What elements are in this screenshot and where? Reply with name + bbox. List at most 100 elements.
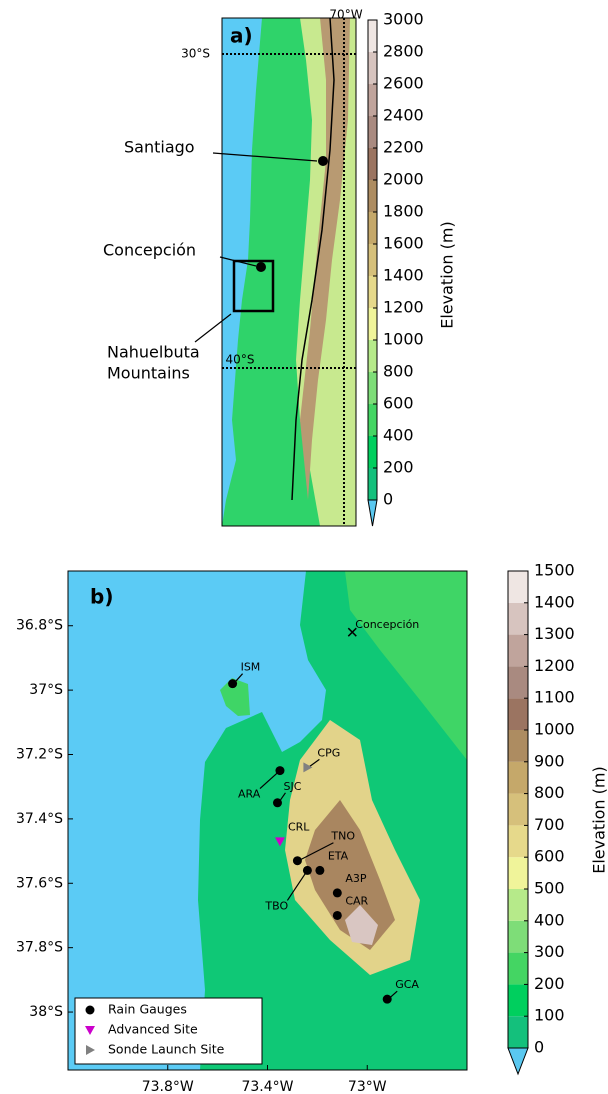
colorbar-band [368, 372, 377, 404]
station-label: ARA [238, 788, 261, 801]
y-tick-label: 37.2°S [16, 747, 63, 763]
panel-label: a) [230, 24, 253, 48]
colorbar-tick-label: 100 [534, 1006, 565, 1025]
city-dot [256, 262, 266, 272]
station-label: ISM [241, 661, 261, 674]
colorbar-tick-label: 1300 [534, 624, 575, 643]
colorbar-tick-label: 200 [383, 458, 414, 477]
colorbar-tick-label: 400 [383, 426, 414, 445]
legend-symbol [86, 1045, 95, 1055]
ridge [305, 800, 395, 950]
station-marker [274, 837, 285, 847]
station-marker [303, 762, 313, 773]
colorbar-tick-label: 400 [534, 910, 565, 929]
arrow [194, 313, 232, 343]
colorbar-band [368, 20, 377, 52]
station-marker [382, 994, 392, 1004]
colorbar-tick-label: 1200 [383, 298, 424, 317]
colorbar-tick-label: 0 [534, 1038, 544, 1057]
colorbar-tick-label: 2600 [383, 74, 424, 93]
colorbar-label: Elevation (m) [438, 221, 457, 328]
x-tick-label: 73.8°W [142, 1079, 194, 1094]
colorbar-tick-label: 800 [383, 362, 414, 381]
colorbar-tick-label: 1100 [534, 688, 575, 707]
colorbar-band [508, 761, 528, 794]
station-label: SJC [283, 780, 301, 793]
station-label: GCA [395, 978, 419, 991]
colorbar-band [508, 984, 528, 1017]
colorbar-band [368, 468, 377, 500]
colorbar-tick-label: 700 [534, 815, 565, 834]
place-label: Mountains [107, 364, 190, 383]
colorbar-band [508, 602, 528, 635]
colorbar-band [508, 857, 528, 889]
station-marker [332, 910, 342, 920]
colorbar-band [508, 920, 528, 953]
station-marker [228, 679, 238, 689]
colorbar-tick-label: 2400 [383, 106, 424, 125]
station-label: CRL [288, 820, 310, 833]
arrow [212, 152, 318, 162]
y-tick-label: 38°S [29, 1004, 63, 1020]
station-marker [272, 798, 282, 808]
land-high [345, 571, 467, 760]
colorbar-band [368, 308, 377, 340]
colorbar-band [368, 212, 377, 244]
colorbar-tick-label: 1200 [534, 656, 575, 675]
colorbar-band [368, 148, 377, 180]
station-label: TBO [264, 899, 288, 912]
station-label: CPG [317, 746, 340, 759]
y-tick-label: 37.4°S [16, 811, 63, 827]
city-label: Concepción [355, 618, 419, 631]
station-arrow [298, 842, 334, 862]
station-label: ETA [328, 849, 349, 862]
colorbar-tick-label: 2200 [383, 138, 424, 157]
colorbar-band [368, 116, 377, 148]
inset-box [232, 259, 275, 313]
station-label: TNO [330, 830, 355, 843]
place-label: Santiago [124, 138, 195, 157]
legend-label: Sonde Launch Site [108, 1042, 225, 1057]
colorbar-band [508, 634, 528, 667]
andes [300, 18, 350, 500]
station-marker [315, 865, 325, 875]
x-tick-label: 73°W [348, 1079, 387, 1094]
colorbar-label: Elevation (m) [590, 766, 608, 873]
x-tick-label: 73.4°W [241, 1079, 293, 1094]
colorbar-tick-label: 3000 [383, 10, 424, 29]
colorbar-band [368, 244, 377, 276]
colorbar-band [508, 730, 528, 762]
y-tick-label: 37.6°S [16, 875, 63, 891]
colorbar-tick-label: 900 [534, 751, 565, 770]
colorbar-band [508, 698, 528, 730]
station-label: A3P [345, 872, 367, 885]
station-arrow [308, 758, 320, 768]
colorbar-frame [507, 570, 529, 1049]
legend [74, 997, 263, 1065]
island [220, 678, 250, 716]
station-arrow [286, 870, 308, 901]
colorbar-band [368, 52, 377, 84]
legend-label: Advanced Site [108, 1022, 198, 1037]
place-label: Nahuelbuta [107, 343, 200, 362]
station-marker [292, 856, 302, 866]
colorbar-band [368, 436, 377, 468]
colorbar-band [368, 84, 377, 116]
station-marker [332, 888, 342, 898]
legend-symbol [85, 1026, 95, 1035]
lat-label: 30°S [181, 47, 210, 61]
colorbar-tick-label: 800 [534, 783, 565, 802]
legend-label: Rain Gauges [108, 1002, 187, 1017]
lon-label: 70°W [329, 8, 362, 22]
station-marker [275, 766, 285, 776]
colorbar-tick-label: 200 [534, 974, 565, 993]
colorbar-frame [367, 19, 378, 501]
y-tick-label: 37°S [29, 682, 63, 698]
colorbar-tick-label: 1000 [534, 720, 575, 739]
colorbar-tick-label: 1000 [383, 330, 424, 349]
colorbar-tick-label: 1800 [383, 202, 424, 221]
colorbar-extend [507, 1047, 529, 1076]
colorbar-tick-label: 600 [383, 394, 414, 413]
border [291, 17, 335, 501]
